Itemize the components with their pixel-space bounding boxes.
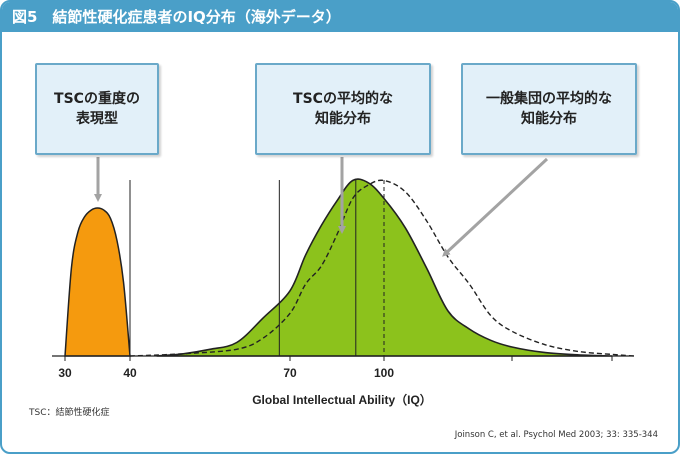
callout-arrows xyxy=(94,157,549,257)
footnote: TSC：結節性硬化症 xyxy=(29,408,110,418)
series-layer xyxy=(64,178,635,357)
x-tick-label-100: 100 xyxy=(374,366,394,380)
series-tsc-severe-area xyxy=(64,207,131,357)
callout-tsc-severe: TSCの重度の 表現型 xyxy=(35,63,159,155)
x-ticks: 30 40 70 100 xyxy=(58,356,613,380)
callout-tsc-average: TSCの平均的な 知能分布 xyxy=(255,63,431,155)
citation: Joinson C, et al. Psychol Med 2003; 33: … xyxy=(454,430,658,440)
x-tick-label-40: 40 xyxy=(123,366,137,380)
figure-title: 図5 結節性硬化症患者のIQ分布（海外データ） xyxy=(2,2,678,32)
x-tick-label-30: 30 xyxy=(58,366,72,380)
arrow-general-population xyxy=(442,157,549,257)
x-axis-label: Global Intellectual Ability（IQ） xyxy=(252,392,432,407)
callout-general-population: 一般集団の平均的な 知能分布 xyxy=(461,63,637,155)
series-general-population-line xyxy=(129,179,635,357)
reference-lines xyxy=(129,180,385,356)
x-tick-label-70: 70 xyxy=(283,366,297,380)
